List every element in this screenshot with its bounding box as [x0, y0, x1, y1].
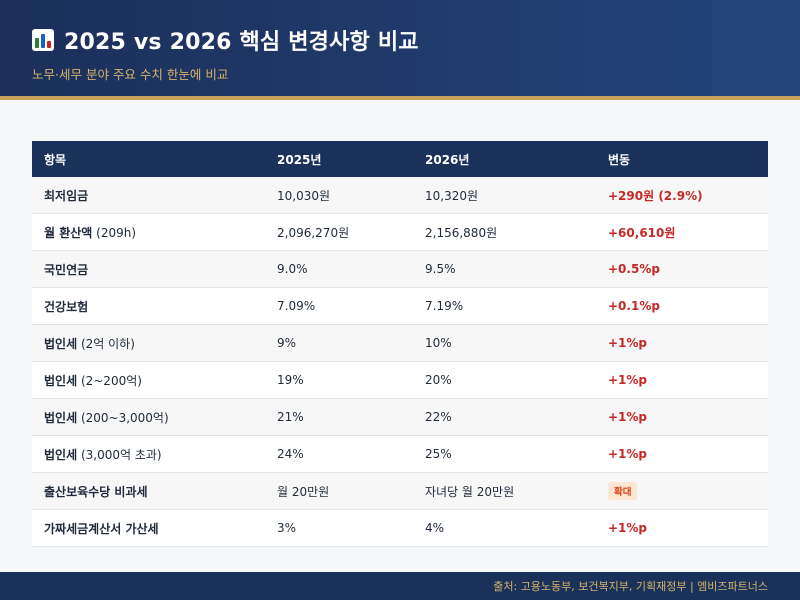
header-2025: 2025년: [265, 141, 413, 177]
cell-item: 출산보육수당 비과세: [32, 472, 265, 510]
source-text: 출처: 고용노동부, 보건복지부, 기획재정부 | 엠비즈파트너스: [493, 580, 768, 593]
cell-2026: 20%: [413, 361, 596, 399]
comparison-table-wrapper: 항목 2025년 2026년 변동 최저임금 10,030원 10,320원 +290…: [32, 141, 768, 547]
cell-change: +1%p: [596, 398, 768, 436]
item-label: 월 환산액: [44, 225, 93, 240]
table-row: 최저임금 10,030원 10,320원 +290원 (2.9%): [32, 177, 768, 214]
bar-chart-icon: [32, 29, 54, 51]
table-row: 건강보험 7.09% 7.19% +0.1%p: [32, 287, 768, 325]
cell-item: 국민연금: [32, 250, 265, 288]
cell-change: +1%p: [596, 324, 768, 362]
item-label: 출산보육수당 비과세: [44, 484, 148, 499]
item-label: 법인세: [44, 410, 78, 425]
cell-2025: 21%: [265, 398, 413, 436]
header-item: 항목: [32, 141, 265, 177]
cell-2026: 10,320원: [413, 177, 596, 214]
cell-item: 월 환산액 (209h): [32, 213, 265, 251]
cell-change: +1%p: [596, 361, 768, 399]
cell-2026: 7.19%: [413, 287, 596, 325]
cell-change: +0.1%p: [596, 287, 768, 325]
page-subtitle: 노무·세무 분야 주요 수치 한눈에 비교: [32, 67, 229, 82]
cell-item: 가짜세금계산서 가산세: [32, 509, 265, 547]
table-row: 법인세 (2~200억) 19% 20% +1%p: [32, 361, 768, 399]
table-header-row: 항목 2025년 2026년 변동: [32, 141, 768, 177]
header: 2025 vs 2026 핵심 변경사항 비교 노무·세무 분야 주요 수치 한…: [0, 0, 800, 100]
page-title: 2025 vs 2026 핵심 변경사항 비교: [64, 30, 419, 55]
cell-item: 법인세 (3,000억 초과): [32, 435, 265, 473]
cell-2026: 자녀당 월 20만원: [413, 472, 596, 510]
item-note: (200~3,000억): [77, 410, 169, 425]
cell-2025: 10,030원: [265, 177, 413, 214]
table-row: 법인세 (2억 이하) 9% 10% +1%p: [32, 324, 768, 362]
cell-2025: 24%: [265, 435, 413, 473]
title-row: 2025 vs 2026 핵심 변경사항 비교: [32, 0, 768, 56]
cell-change: +1%p: [596, 509, 768, 547]
comparison-table: 항목 2025년 2026년 변동 최저임금 10,030원 10,320원 +290…: [32, 141, 768, 547]
cell-2026: 9.5%: [413, 250, 596, 288]
cell-2026: 10%: [413, 324, 596, 362]
header-2026: 2026년: [413, 141, 596, 177]
item-note: (2~200억): [77, 373, 142, 388]
item-label: 법인세: [44, 447, 78, 462]
item-label: 국민연금: [44, 262, 89, 277]
cell-item: 법인세 (200~3,000억): [32, 398, 265, 436]
table-row: 국민연금 9.0% 9.5% +0.5%p: [32, 250, 768, 288]
change-badge: 확대: [608, 482, 638, 500]
cell-item: 법인세 (2억 이하): [32, 324, 265, 362]
cell-2025: 월 20만원: [265, 472, 413, 510]
item-label: 가짜세금계산서 가산세: [44, 521, 159, 536]
table-row: 법인세 (200~3,000억) 21% 22% +1%p: [32, 398, 768, 436]
cell-2025: 7.09%: [265, 287, 413, 325]
cell-change: +290원 (2.9%): [596, 177, 768, 214]
cell-2025: 9.0%: [265, 250, 413, 288]
cell-2026: 25%: [413, 435, 596, 473]
cell-2026: 2,156,880원: [413, 213, 596, 251]
item-note: (2억 이하): [77, 336, 135, 351]
cell-2026: 4%: [413, 509, 596, 547]
item-label: 법인세: [44, 373, 78, 388]
table-row: 법인세 (3,000억 초과) 24% 25% +1%p: [32, 435, 768, 473]
header-change: 변동: [596, 141, 768, 177]
table-row: 출산보육수당 비과세 월 20만원 자녀당 월 20만원 확대: [32, 472, 768, 510]
item-label: 최저임금: [44, 188, 89, 203]
cell-change: 확대: [596, 472, 768, 510]
table-row: 월 환산액 (209h) 2,096,270원 2,156,880원 +60,610원: [32, 213, 768, 251]
cell-2025: 19%: [265, 361, 413, 399]
cell-change: +60,610원: [596, 213, 768, 251]
cell-2026: 22%: [413, 398, 596, 436]
table-row: 가짜세금계산서 가산세 3% 4% +1%p: [32, 509, 768, 547]
cell-2025: 2,096,270원: [265, 213, 413, 251]
cell-change: +0.5%p: [596, 250, 768, 288]
cell-2025: 9%: [265, 324, 413, 362]
item-note: (209h): [92, 225, 137, 240]
footer: 출처: 고용노동부, 보건복지부, 기획재정부 | 엠비즈파트너스: [0, 572, 800, 600]
cell-2025: 3%: [265, 509, 413, 547]
cell-item: 최저임금: [32, 177, 265, 214]
item-label: 건강보험: [44, 299, 89, 314]
cell-item: 법인세 (2~200억): [32, 361, 265, 399]
item-note: (3,000억 초과): [77, 447, 162, 462]
cell-item: 건강보험: [32, 287, 265, 325]
cell-change: +1%p: [596, 435, 768, 473]
item-label: 법인세: [44, 336, 78, 351]
